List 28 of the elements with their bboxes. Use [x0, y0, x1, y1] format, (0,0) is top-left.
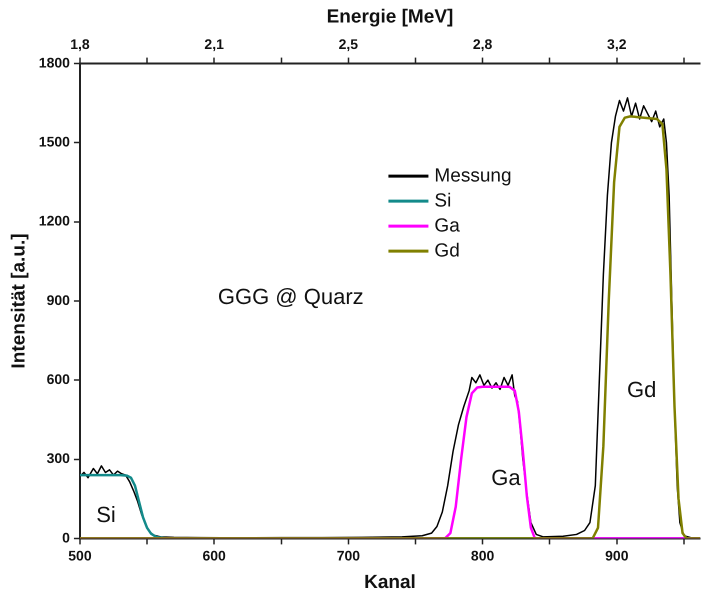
x-tick-label: 800	[470, 548, 494, 564]
legend-label: Gd	[434, 240, 460, 262]
x2-axis-title: Energie [MeV]	[326, 6, 454, 28]
x-tick-label: 900	[605, 548, 629, 564]
annotation: Gd	[627, 376, 656, 402]
legend-label: Messung	[434, 165, 512, 186]
annotation: Ga	[491, 465, 522, 490]
y-tick-label: 1500	[38, 134, 70, 150]
y-tick-label: 1200	[38, 212, 70, 229]
y-tick-label: 900	[46, 292, 70, 308]
legend-label: Ga	[434, 215, 460, 236]
x-tick-label: 500	[68, 548, 92, 564]
x2-tick-label: 2,1	[204, 36, 224, 52]
x-tick-label: 600	[202, 548, 226, 564]
x-tick-label: 700	[336, 548, 360, 564]
y-tick-label: 1800	[38, 54, 70, 70]
annotation: GGG @ Quarz	[218, 284, 364, 310]
y-tick-label: 300	[46, 450, 70, 466]
x2-tick-label: 2,8	[472, 36, 493, 52]
y-tick-label: 600	[46, 370, 70, 387]
x2-tick-label: 1,8	[70, 36, 90, 52]
x2-tick-label: 2,5	[338, 36, 358, 52]
x-axis-title: Kanal	[364, 572, 416, 593]
x2-tick-label: 3,2	[607, 36, 627, 52]
y-tick-label: 0	[62, 529, 70, 546]
legend-label: Si	[434, 190, 452, 212]
annotation: Si	[96, 502, 116, 528]
y-axis-title: Intensität [a.u.]	[8, 233, 30, 369]
